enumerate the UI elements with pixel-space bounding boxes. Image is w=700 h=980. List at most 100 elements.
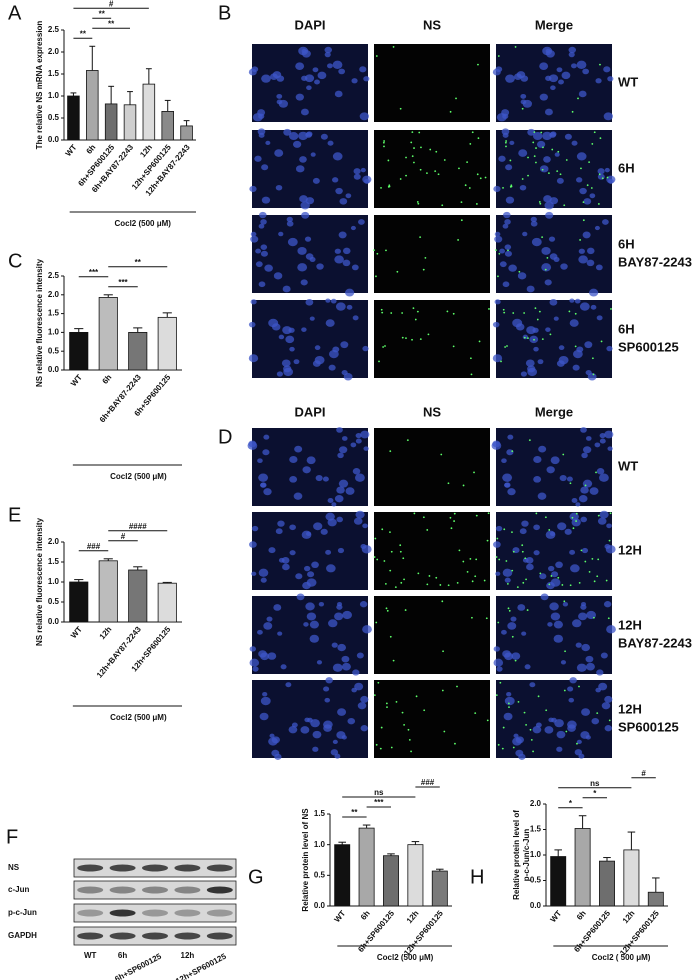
ns-signal <box>389 569 392 572</box>
nucleus <box>544 201 554 210</box>
ns-signal <box>389 531 391 534</box>
ns-signal <box>499 681 502 684</box>
nucleus <box>331 642 338 648</box>
nucleus <box>505 74 515 83</box>
nucleus <box>312 360 321 367</box>
bar <box>647 891 664 907</box>
nucleus <box>249 541 257 548</box>
nucleus <box>607 446 613 451</box>
ns-signal <box>506 345 508 347</box>
ns-signal <box>373 694 376 697</box>
nucleus <box>306 578 317 587</box>
nucleus <box>258 568 269 577</box>
nucleus <box>352 669 360 676</box>
ns-signal <box>390 746 393 749</box>
nucleus <box>260 250 268 257</box>
ns-signal <box>375 621 378 624</box>
nucleus <box>520 371 527 377</box>
ns-signal <box>456 685 458 688</box>
nucleus <box>566 476 573 482</box>
group-label: Cocl2 (500 μM) <box>377 953 434 962</box>
y-tick-label: 0.5 <box>48 346 60 355</box>
ns-signal <box>383 140 386 142</box>
nucleus <box>502 568 513 577</box>
ns-signal <box>401 312 404 314</box>
ns-signal <box>405 156 407 159</box>
nucleus <box>540 593 549 601</box>
panel-letter: B <box>218 2 231 24</box>
nucleus <box>573 349 583 359</box>
nucleus <box>305 602 315 611</box>
bar <box>157 582 177 623</box>
nucleus <box>533 475 542 483</box>
row-label: 12H <box>618 617 642 632</box>
nucleus <box>491 441 502 450</box>
nucleus <box>323 720 333 729</box>
x-tick-label: 12h <box>98 625 114 641</box>
nucleus <box>567 720 577 729</box>
micrograph <box>374 44 490 122</box>
nucleus <box>553 634 564 643</box>
ns-signal <box>509 159 512 162</box>
ns-signal <box>591 143 594 145</box>
nucleus <box>338 231 347 239</box>
nucleus <box>334 495 344 503</box>
nucleus <box>556 177 564 184</box>
nucleus <box>501 128 510 135</box>
nucleus <box>589 487 599 495</box>
ns-signal <box>460 201 463 204</box>
row-label: 6H <box>618 236 635 251</box>
micrograph <box>252 44 368 122</box>
ns-signal <box>415 695 418 698</box>
nucleus <box>502 473 513 482</box>
nucleus <box>309 634 320 643</box>
nucleus <box>539 573 547 580</box>
ns-signal <box>592 373 595 376</box>
blot-band <box>142 886 168 894</box>
nucleus <box>608 178 614 184</box>
ns-signal <box>429 148 432 151</box>
nucleus <box>359 66 367 73</box>
y-axis-label: NS relative fluorescence intensity <box>35 258 44 387</box>
nucleus <box>261 74 271 83</box>
nucleus <box>285 335 295 344</box>
nucleus <box>295 573 303 580</box>
nucleus <box>298 131 309 141</box>
nucleus <box>575 177 583 183</box>
group-label: Cocl2 ( 500 μM) <box>592 953 651 962</box>
nucleus <box>542 131 553 141</box>
ns-signal <box>471 616 473 619</box>
ns-signal <box>504 346 506 348</box>
group-label: Cocl2 (500 μM) <box>110 713 167 722</box>
ns-signal <box>471 131 474 134</box>
ns-signal <box>413 147 415 149</box>
nucleus <box>513 733 519 738</box>
nucleus <box>533 524 540 531</box>
nucleus <box>362 523 368 529</box>
ns-signal <box>593 580 596 583</box>
nucleus <box>549 531 556 537</box>
nucleus <box>257 458 263 464</box>
nucleus <box>258 113 265 119</box>
panel-letter: C <box>8 250 22 272</box>
nucleus <box>517 604 526 611</box>
ns-signal <box>505 140 508 142</box>
ns-signal <box>506 582 509 585</box>
nucleus <box>571 63 577 69</box>
ns-signal <box>496 537 499 540</box>
ns-signal <box>417 572 420 575</box>
row-label: SP600125 <box>618 719 679 734</box>
nucleus <box>493 646 500 652</box>
nucleus <box>324 697 331 703</box>
nucleus <box>539 62 549 70</box>
nucleus <box>358 219 365 225</box>
ns-signal <box>578 581 581 584</box>
nucleus <box>355 438 362 444</box>
nucleus <box>545 327 551 332</box>
y-axis-label: Relative protein level of <box>512 810 521 900</box>
nucleus <box>579 302 590 311</box>
nucleus <box>538 445 547 453</box>
nucleus <box>580 516 588 523</box>
ns-signal <box>443 730 446 733</box>
bar <box>86 70 99 141</box>
